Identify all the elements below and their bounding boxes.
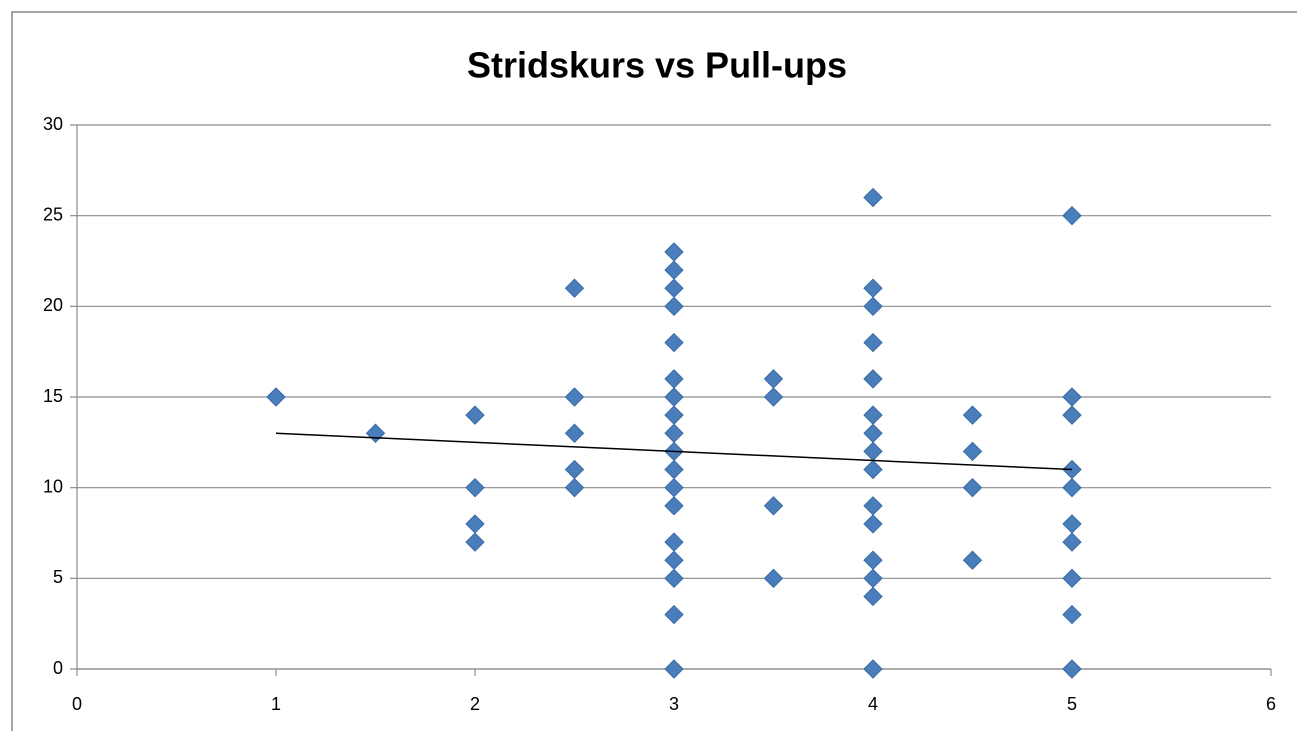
y-tick-label: 15 xyxy=(43,386,63,406)
point xyxy=(564,459,585,480)
point xyxy=(465,532,485,552)
y-tick-label: 0 xyxy=(53,658,63,678)
point xyxy=(664,532,684,552)
point xyxy=(664,477,684,498)
point xyxy=(863,586,883,607)
x-tick-label: 0 xyxy=(72,694,82,714)
point xyxy=(664,604,684,625)
point xyxy=(1062,532,1082,552)
point xyxy=(863,514,883,534)
point xyxy=(962,441,983,462)
point xyxy=(1062,477,1082,498)
chart-border xyxy=(11,11,1297,731)
point xyxy=(863,568,883,589)
point xyxy=(564,423,585,443)
point xyxy=(664,423,684,443)
point xyxy=(1062,659,1082,679)
point xyxy=(1062,514,1082,534)
y-tick-label: 25 xyxy=(43,204,63,224)
point xyxy=(664,296,684,317)
point xyxy=(863,459,883,480)
x-tick-label: 1 xyxy=(271,694,281,714)
point xyxy=(863,659,883,679)
x-tick-label: 4 xyxy=(868,694,878,714)
point xyxy=(763,496,784,516)
point xyxy=(664,459,684,480)
point xyxy=(664,387,684,407)
point xyxy=(664,568,684,589)
point xyxy=(962,550,983,570)
point xyxy=(465,514,485,534)
point xyxy=(266,387,286,407)
y-tick-label: 20 xyxy=(43,295,63,315)
point xyxy=(664,369,684,389)
point xyxy=(465,477,485,498)
point xyxy=(564,387,585,407)
point xyxy=(1062,604,1082,625)
point xyxy=(863,332,883,353)
point xyxy=(564,477,585,498)
x-tick-label: 5 xyxy=(1067,694,1077,714)
point xyxy=(863,550,883,570)
point xyxy=(863,405,883,425)
point xyxy=(962,405,983,425)
point xyxy=(863,278,883,298)
point xyxy=(1062,568,1082,589)
y-tick-label: 30 xyxy=(43,114,63,134)
point xyxy=(664,496,684,516)
point xyxy=(763,387,784,407)
point xyxy=(664,242,684,262)
trendline xyxy=(275,432,1073,471)
point xyxy=(465,405,485,425)
point xyxy=(763,568,784,589)
point xyxy=(365,423,386,443)
point xyxy=(564,278,585,298)
point xyxy=(1062,405,1082,425)
point xyxy=(863,187,883,208)
point xyxy=(664,278,684,298)
point xyxy=(664,405,684,425)
point xyxy=(763,369,784,389)
point xyxy=(863,423,883,443)
point xyxy=(664,332,684,353)
point xyxy=(664,550,684,570)
point xyxy=(1062,387,1082,407)
y-tick-label: 5 xyxy=(53,567,63,587)
x-tick-label: 6 xyxy=(1266,694,1276,714)
point xyxy=(863,441,883,462)
point xyxy=(664,260,684,280)
point xyxy=(863,496,883,516)
chart-title: Stridskurs vs Pull-ups xyxy=(467,45,847,86)
x-tick-label: 2 xyxy=(470,694,480,714)
x-tick-label: 3 xyxy=(669,694,679,714)
y-tick-label: 10 xyxy=(43,476,63,496)
point xyxy=(863,369,883,389)
point xyxy=(664,659,684,679)
point xyxy=(863,296,883,317)
point xyxy=(1062,205,1082,226)
point xyxy=(962,477,983,498)
